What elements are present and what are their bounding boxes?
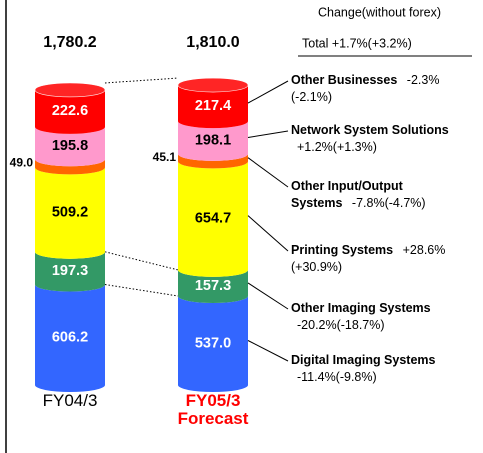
value-label: 197.3 xyxy=(52,263,88,279)
connector xyxy=(104,77,179,84)
legend-entry: Printing Systems +28.6%(+30.9%) xyxy=(291,242,449,276)
value-label: 157.3 xyxy=(195,278,231,294)
legend-name: Other Input/Output Systems xyxy=(291,179,403,210)
value-label: 195.8 xyxy=(52,138,88,154)
legend-change: -2.3%(-2.1%) xyxy=(291,73,440,104)
legend-name: Other Imaging Systems xyxy=(291,301,431,315)
bar-segment xyxy=(178,85,248,129)
bar-cap xyxy=(34,82,106,98)
leader-line xyxy=(247,282,289,310)
bar-segment xyxy=(178,153,248,169)
legend-change: -11.4%(-9.8%) xyxy=(297,370,377,384)
bar-segment xyxy=(35,89,105,134)
bar-segment xyxy=(178,161,248,277)
value-label: 198.1 xyxy=(195,132,231,148)
connector xyxy=(104,251,179,271)
leader-line xyxy=(247,215,289,252)
legend-change: +1.2%(+1.3%) xyxy=(297,140,377,154)
x-tick-label: FY04/3 xyxy=(42,391,98,410)
legend-change: -7.8%(-4.7%) xyxy=(351,196,426,210)
legend-name: Other Businesses xyxy=(291,73,398,87)
bar-cap xyxy=(177,77,249,93)
legend-name: Printing Systems xyxy=(291,243,394,257)
value-label: 606.2 xyxy=(52,330,88,346)
bar-segment xyxy=(35,159,105,175)
value-label: 217.4 xyxy=(195,98,231,114)
legend-entry: Other Imaging Systems -20.2%(-18.7%) xyxy=(291,300,449,334)
leader-line xyxy=(247,80,289,104)
subtitle: Change(without forex) xyxy=(318,5,441,19)
total-label: 1,780.2 xyxy=(43,34,96,51)
connector xyxy=(104,284,179,297)
value-label: 222.6 xyxy=(52,103,88,119)
total-label: 1,810.0 xyxy=(186,34,239,51)
legend-name: Network System Solutions xyxy=(291,123,449,137)
bar-segment xyxy=(178,269,248,303)
value-label: 654.7 xyxy=(195,210,231,226)
legend-name: Digital Imaging Systems xyxy=(291,353,436,367)
legend-entry: Network System Solutions +1.2%(+1.3%) xyxy=(291,122,449,156)
leader-line xyxy=(247,130,289,139)
value-label: 45.1 xyxy=(153,150,177,164)
value-label: 49.0 xyxy=(10,156,34,170)
x-tick-label: FY05/3 Forecast xyxy=(177,391,249,428)
legend-entry: Other Input/Output Systems -7.8%(-4.7%) xyxy=(291,178,449,212)
bar-segment xyxy=(35,251,105,292)
legend-change: -20.2%(-18.7%) xyxy=(297,318,385,332)
bar-segment xyxy=(35,126,105,167)
leader-line xyxy=(247,157,289,188)
total-change: Total +1.7%(+3.2%) xyxy=(302,36,412,50)
bar-segment xyxy=(178,295,248,392)
legend-entry: Other Businesses -2.3%(-2.1%) xyxy=(291,72,449,106)
bar-segment xyxy=(35,284,105,392)
legend-entry: Digital Imaging Systems -11.4%(-9.8%) xyxy=(291,352,449,386)
leader-line xyxy=(247,340,289,362)
bar-segment xyxy=(178,121,248,161)
bar-segment xyxy=(35,167,105,259)
value-label: 537.0 xyxy=(195,335,231,351)
value-label: 509.2 xyxy=(52,204,88,220)
legend-change: +28.6%(+30.9%) xyxy=(291,243,446,274)
